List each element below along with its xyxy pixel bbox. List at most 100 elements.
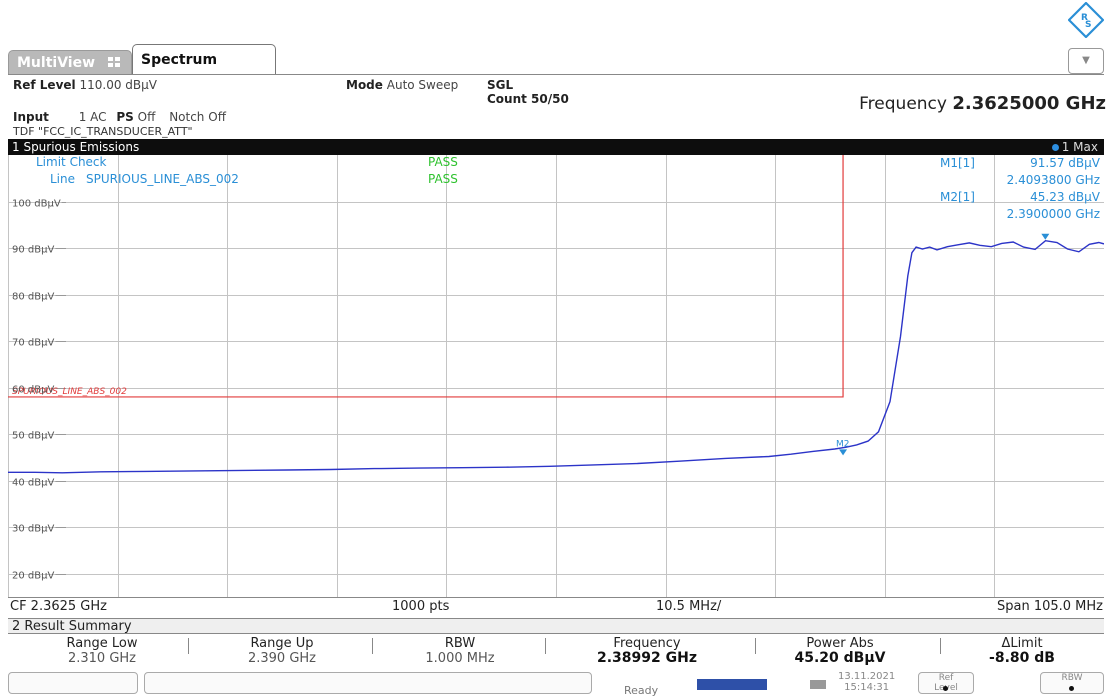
marker-table-freq: 2.4093800 GHz (1007, 173, 1100, 187)
y-tick-label: 100 dBµV (12, 199, 61, 210)
mode: Mode Auto Sweep (346, 78, 458, 92)
rbw-button-label: RBW (1061, 673, 1083, 683)
limit-line-tag: SPURIOUS_LINE_ABS_002 (12, 387, 127, 397)
window-title-bar[interactable]: 1 Spurious Emissions 1 Max (8, 139, 1104, 155)
svg-text:R: R (1081, 13, 1088, 23)
header-divider (8, 74, 1104, 75)
result-column-header: ΔLimit (1001, 636, 1043, 651)
svg-text:S: S (1085, 20, 1091, 30)
chevron-down-icon[interactable]: ▼ (1068, 48, 1104, 74)
tab-spectrum[interactable]: Spectrum (132, 44, 276, 74)
y-tick-label: 80 dBµV (12, 292, 54, 303)
result-column-value: 45.20 dBµV (794, 650, 886, 666)
result-column-value: -8.80 dB (989, 650, 1055, 666)
frequency-label: Frequency (859, 94, 947, 114)
ref-level-dot-icon (943, 686, 948, 691)
mode-value: Auto Sweep (386, 78, 459, 92)
ps-value: Off (137, 110, 156, 124)
ps-label: PS (116, 110, 134, 124)
sweep-progress (697, 679, 767, 690)
tab-multiview-label: MultiView (17, 55, 96, 71)
result-column-5: ΔLimit -8.80 dB (942, 636, 1102, 668)
result-column-value: 1.000 MHz (425, 651, 495, 666)
result-column-header: RBW (444, 636, 476, 651)
result-column-separator (188, 638, 189, 654)
marker-m1-icon (1041, 233, 1050, 240)
sgl-label: SGL (487, 78, 514, 92)
trace-line (8, 239, 1104, 474)
y-tick-label: 30 dBµV (12, 524, 54, 535)
ref-level-button[interactable] (918, 672, 974, 694)
y-axis-labels: 100 dBµV 90 dBµV 80 dBµV 70 dBµV 60 dBµV 50 d… (12, 199, 61, 582)
span-label: Span 105.0 MHz (996, 599, 1103, 614)
center-frequency: Frequency 2.3625000 GHz (859, 93, 1106, 114)
result-column-header: Frequency (613, 636, 681, 651)
time: 15:14:31 (844, 682, 890, 693)
sweep-count: Count 50/50 (487, 92, 569, 106)
result-column-header: Range Low (66, 636, 138, 651)
rbw-button[interactable] (1040, 672, 1104, 694)
result-column-0: Range Low 2.310 GHz (17, 636, 187, 668)
ref-level-label: Ref Level (13, 78, 76, 92)
result-column-1: Range Up 2.390 GHz (197, 636, 367, 668)
plot-overlay: Limit Check PASS Line SPURIOUS_LINE_ABS_002… (36, 155, 1101, 221)
division-label: 10.5 MHz/ (656, 599, 722, 614)
ready-status: Ready (624, 684, 659, 697)
y-tick-label: 70 dBµV (12, 338, 54, 349)
input-value: 1 AC (78, 110, 107, 124)
limit-check-result: PASS (428, 155, 458, 169)
status-left-box[interactable] (8, 672, 138, 694)
marker-table-level: 91.57 dBµV (1030, 156, 1101, 170)
result-column-2: RBW 1.000 MHz (375, 636, 545, 668)
window-title: 1 Spurious Emissions (12, 140, 140, 154)
marker-table-name: M2[1] (940, 190, 975, 204)
limit-check-label: Limit Check (36, 155, 107, 169)
spectrum-plot[interactable]: SPURIOUS_LINE_ABS_002 M2 100 dBµV 90 dBµV… (8, 155, 1104, 597)
y-tick-label: 40 dBµV (12, 478, 54, 489)
trace-indicator: 1 Max (1051, 139, 1098, 155)
markers: M2 (836, 233, 1050, 456)
result-column-separator (372, 638, 373, 654)
input-label: Input (13, 110, 49, 124)
tab-spectrum-label: Spectrum (141, 52, 218, 68)
result-column-3: Frequency 2.38992 GHz (547, 636, 747, 668)
grid-icon (107, 57, 121, 68)
notch-value: Off (208, 110, 226, 124)
points-label: 1000 pts (392, 599, 450, 614)
y-tick-label: 20 dBµV (12, 571, 54, 582)
result-column-separator (545, 638, 546, 654)
result-column-value: 2.310 GHz (67, 651, 137, 666)
line-result: PASS (428, 172, 458, 186)
frequency-value: 2.3625000 GHz (952, 93, 1106, 114)
result-column-separator (940, 638, 941, 654)
center-frequency-label: CF 2.3625 GHz (10, 599, 107, 614)
tab-multiview[interactable]: MultiView (8, 50, 132, 74)
input-info: Input 1 AC PS Off Notch Off (13, 110, 226, 124)
result-column-value: 2.38992 GHz (597, 650, 697, 666)
marker-m2-tag: M2 (836, 439, 850, 449)
ref-level: Ref Level 110.00 dBµV (13, 78, 157, 92)
trace-1 (8, 239, 1104, 474)
axis-divider (8, 597, 1104, 598)
limit-line-path (8, 155, 844, 398)
y-tick-label: 60 dBµV (12, 385, 54, 396)
mode-label: Mode (346, 78, 383, 92)
result-column-header: Power Abs (806, 636, 874, 651)
rbw-dot-icon (1069, 686, 1074, 691)
trace-dot-icon (1051, 144, 1059, 151)
notch-label: Notch (169, 110, 205, 124)
result-column-separator (755, 638, 756, 654)
y-tick-label: 50 dBµV (12, 431, 54, 442)
limit-line: SPURIOUS_LINE_ABS_002 (8, 155, 844, 398)
status-message-box (144, 672, 592, 694)
ref-level-value: 110.00 dBµV (79, 78, 157, 92)
network-icon (810, 680, 826, 689)
rohde-schwarz-logo: R S (1068, 2, 1104, 38)
transducer-info: TDF "FCC_IC_TRANSDUCER_ATT" (13, 125, 193, 138)
y-tick-label: 90 dBµV (12, 245, 54, 256)
date-time: 13.11.2021 15:14:31 (838, 671, 895, 693)
line-name: SPURIOUS_LINE_ABS_002 (86, 172, 239, 186)
result-summary-title[interactable]: 2 Result Summary (8, 618, 1104, 634)
date: 13.11.2021 (838, 671, 896, 682)
plot-grid (8, 155, 1104, 597)
